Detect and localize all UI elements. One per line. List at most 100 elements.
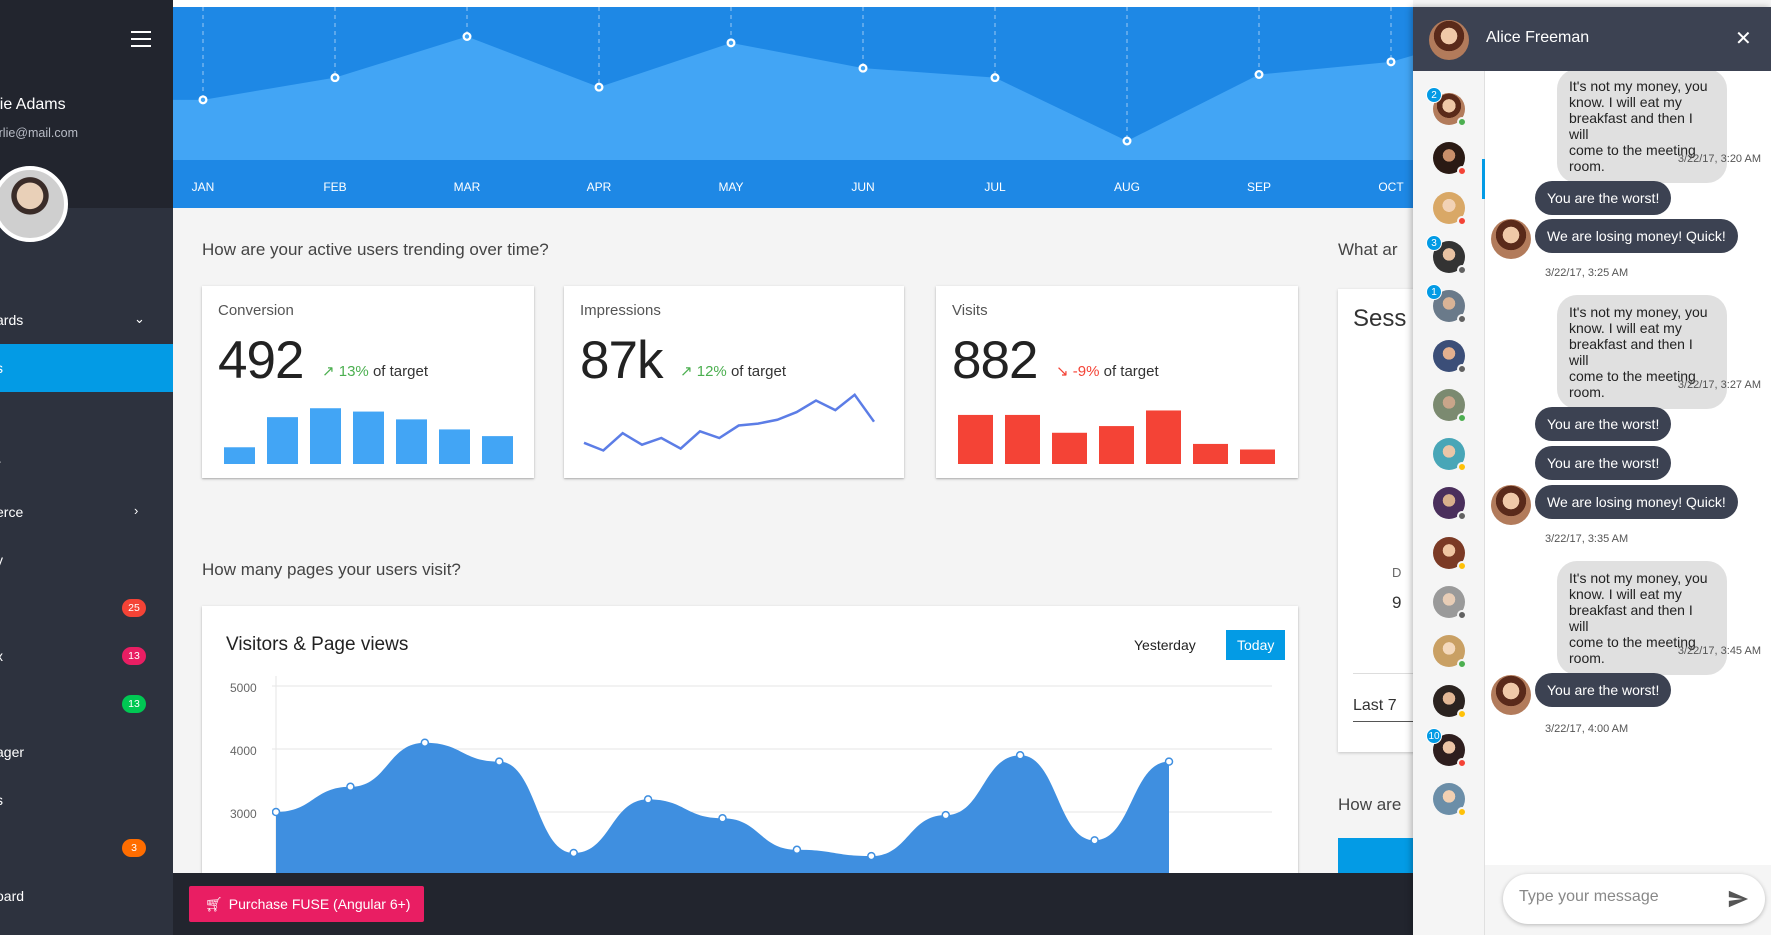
message-input[interactable] <box>1519 888 1719 906</box>
card-title: Conversion <box>218 302 294 319</box>
visitors-point <box>420 738 430 747</box>
contact-avatar[interactable] <box>1433 438 1467 473</box>
visitors-point <box>1090 836 1099 845</box>
sidebar-nav-item[interactable]: ards ⌄ <box>0 296 173 344</box>
contact-avatar[interactable]: 1 <box>1426 284 1467 325</box>
contact-avatar[interactable] <box>1433 684 1467 719</box>
trend-text: of target <box>372 363 428 380</box>
visitors-point <box>495 757 504 766</box>
chat-panel: Alice Freeman ✕ 2 3 1 10 It's not my money,… <box>1413 7 1771 935</box>
section-side-title-2: How are <box>1338 795 1402 814</box>
message-timestamp: 3/22/17, 3:20 AM <box>1677 153 1761 165</box>
sidebar-nav-item[interactable]: r <box>0 440 173 488</box>
chevron-right-icon: › <box>134 503 139 518</box>
trending-up-icon: ↗ <box>322 363 335 380</box>
today-button[interactable]: Today <box>1226 630 1286 660</box>
user-avatar <box>0 166 68 242</box>
sidebar-nav-item[interactable]: s <box>0 776 173 824</box>
contact-avatar[interactable]: 2 <box>1426 87 1467 127</box>
contact-avatar[interactable] <box>1433 191 1467 226</box>
visitors-point <box>1015 751 1025 760</box>
section-side-title: What ar <box>1338 240 1398 259</box>
message-bubble-sent: It's not my money, you know. I will eat … <box>1557 295 1727 409</box>
bar <box>267 417 298 464</box>
nav-item-label: s <box>0 792 3 808</box>
contact-avatar[interactable]: 10 <box>1426 727 1467 768</box>
bar <box>1005 414 1040 464</box>
chevron-down-icon: ⌄ <box>134 311 145 326</box>
hero-point-inner <box>1256 72 1262 77</box>
yesterday-button[interactable]: Yesterday <box>1134 637 1196 653</box>
hamburger-menu-icon[interactable] <box>131 31 151 47</box>
send-icon[interactable] <box>1727 888 1749 910</box>
message-sender-avatar <box>1491 675 1531 715</box>
contact-avatar[interactable] <box>1433 388 1467 423</box>
sidebar-nav-item[interactable]: erce › <box>0 488 173 536</box>
contact-avatar[interactable] <box>1433 635 1467 670</box>
sidebar-nav-item[interactable]: oard <box>0 872 173 920</box>
sidebar-nav-item[interactable] <box>0 392 173 440</box>
contact-avatar[interactable] <box>1433 586 1467 620</box>
card-title: Impressions <box>580 302 661 319</box>
sidebar-nav-item[interactable]: 3 <box>0 824 173 872</box>
section-title-pages: How many pages your users visit? <box>202 560 461 579</box>
purchase-fuse-button[interactable]: 🛒︎ Purchase FUSE (Angular 6+) <box>189 886 425 922</box>
message-timestamp: 3/22/17, 3:35 AM <box>1545 533 1629 545</box>
status-dot <box>1457 560 1467 571</box>
sidebar-nav-item[interactable]: 25 <box>0 584 173 632</box>
nav-item-label: oard <box>0 888 25 904</box>
contact-avatar[interactable] <box>1433 339 1467 374</box>
nav-badge: 13 <box>122 695 146 713</box>
hero-point-inner <box>332 75 338 80</box>
sidebar-nav-item[interactable]: y <box>0 536 173 584</box>
card-trend: ↗ 13% of target <box>322 362 428 380</box>
sidebar-nav-item[interactable]: s <box>0 344 173 392</box>
month-label: MAY <box>718 180 744 194</box>
nav-item-label: erce <box>0 504 24 520</box>
visitors-area-chart <box>272 676 1272 906</box>
bottom-toolbar: 🛒︎ Purchase FUSE (Angular 6+) <box>173 873 1413 935</box>
bar <box>439 429 470 464</box>
bar <box>482 436 513 464</box>
message-bubble-sent: It's not my money, you know. I will eat … <box>1557 71 1727 183</box>
bar <box>353 411 384 464</box>
card-value: 87k <box>580 331 663 390</box>
status-dot <box>1457 462 1467 473</box>
status-dot <box>1457 314 1467 325</box>
impressions-line <box>583 393 876 452</box>
status-dot <box>1457 117 1467 127</box>
sessions-card: Sess D 9 Last 7 <box>1338 289 1418 752</box>
sidebar-nav-item[interactable]: x 13 <box>0 632 173 680</box>
chat-header: Alice Freeman ✕ <box>1413 7 1771 71</box>
hero-line-chart: JAN FEB MAR APR MAY JUN JUL AUG SEP OCT <box>173 7 1413 208</box>
sidebar-nav-item[interactable]: 13 <box>0 680 173 728</box>
status-dot <box>1457 363 1467 374</box>
y-tick-4000: 4000 <box>230 744 257 758</box>
sidebar-nav-item[interactable]: ager <box>0 728 173 776</box>
bar <box>1240 449 1275 464</box>
contact-avatar[interactable] <box>1433 783 1467 818</box>
close-icon[interactable]: ✕ <box>1735 28 1752 50</box>
unread-count-badge: 1 <box>1426 284 1442 301</box>
sessions-range-select[interactable]: Last 7 <box>1353 697 1418 722</box>
contact-avatar[interactable] <box>1433 487 1467 522</box>
visitors-point <box>272 807 281 817</box>
message-bubble-received: You are the worst! <box>1535 407 1672 441</box>
month-label: AUG <box>1113 180 1141 194</box>
month-label: SEP <box>1246 180 1272 194</box>
message-composer <box>1503 874 1765 924</box>
visitors-pageviews-card: Visitors & Page views Yesterday Today 50… <box>202 606 1298 906</box>
sessions-title: Sess <box>1353 305 1407 332</box>
contact-avatar[interactable] <box>1433 536 1467 571</box>
side-button[interactable] <box>1338 838 1413 878</box>
month-label: JUN <box>851 180 875 194</box>
top-strip <box>173 0 1413 7</box>
sidebar-nav: ards ⌄ s r erce › y 25 x 13 13 ager s 3 oard <box>0 296 173 920</box>
message-list: It's not my money, you know. I will eat … <box>1485 71 1771 865</box>
visits-card: Visits 882 ↘ -9% of target <box>936 286 1298 478</box>
contact-avatar[interactable] <box>1433 142 1467 177</box>
contact-avatar[interactable]: 3 <box>1426 234 1467 275</box>
nav-badge: 25 <box>122 599 146 617</box>
hero-point-inner <box>1124 138 1130 144</box>
month-label: MAR <box>453 180 481 194</box>
